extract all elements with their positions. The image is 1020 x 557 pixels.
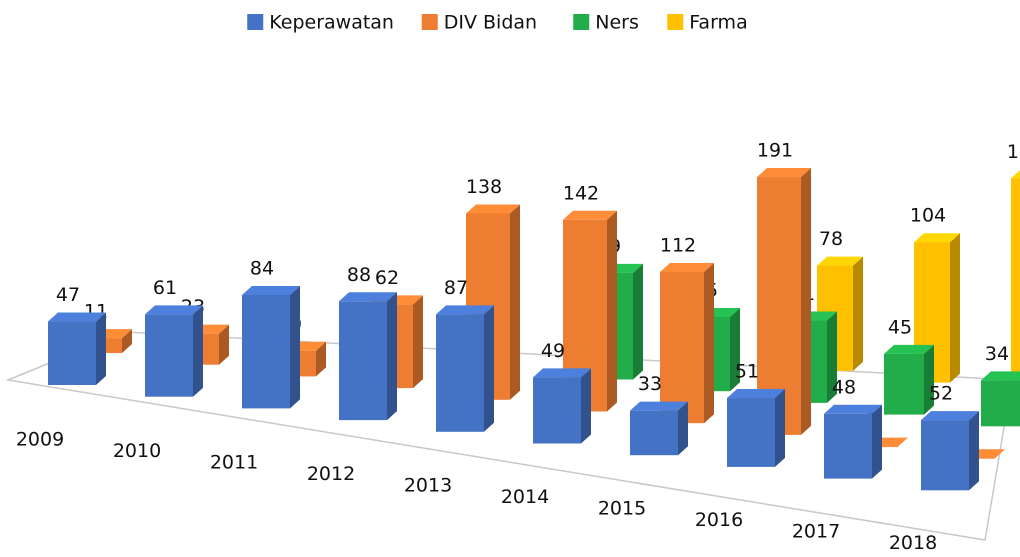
legend-label: Keperawatan xyxy=(269,12,394,34)
bar-side xyxy=(122,329,132,353)
bar-side xyxy=(950,233,960,383)
value-label: 87 xyxy=(444,277,468,299)
legend-swatch xyxy=(421,14,438,30)
value-label: 78 xyxy=(819,228,843,250)
bar-top xyxy=(242,286,300,295)
bar xyxy=(533,377,581,444)
value-label: 112 xyxy=(660,235,696,257)
bar-top xyxy=(466,204,520,214)
bar-side xyxy=(969,411,979,491)
bar-top xyxy=(1011,170,1020,179)
value-label: 62 xyxy=(375,267,399,289)
legend-label: Farma xyxy=(689,12,747,34)
value-label: 51 xyxy=(735,361,759,383)
value-label: 33 xyxy=(638,373,662,395)
bar-side xyxy=(704,263,714,424)
bar xyxy=(727,398,775,467)
bar-top xyxy=(824,404,882,414)
bar xyxy=(48,321,96,385)
value-label: 49 xyxy=(541,340,565,362)
x-tick-label: 2009 xyxy=(16,429,64,451)
bar-top xyxy=(48,312,106,322)
legend-swatch xyxy=(247,14,264,30)
value-label: 45 xyxy=(888,316,912,338)
value-label: 84 xyxy=(250,258,274,280)
bar-side xyxy=(924,344,934,415)
bar-side xyxy=(413,295,423,389)
value-label: 47 xyxy=(56,284,80,306)
legend-swatch xyxy=(573,14,590,30)
bar-side xyxy=(316,341,326,377)
value-label: 34 xyxy=(985,343,1009,365)
x-tick-label: 2011 xyxy=(210,452,258,474)
x-tick-label: 2015 xyxy=(598,498,646,520)
bar-side xyxy=(193,305,203,397)
bar xyxy=(884,353,924,415)
bar-top xyxy=(563,210,617,220)
bar-top xyxy=(757,168,811,178)
bar xyxy=(339,301,387,421)
legend-swatch xyxy=(667,14,684,30)
bar-top xyxy=(660,263,714,272)
bar-side xyxy=(827,311,837,403)
bar-side xyxy=(581,368,591,444)
value-label: 88 xyxy=(347,264,371,286)
bar-top xyxy=(727,389,785,399)
value-label: 61 xyxy=(153,277,177,299)
bar xyxy=(660,272,704,424)
bar xyxy=(981,380,1020,427)
bar-top xyxy=(436,305,494,315)
bar-side xyxy=(387,292,397,421)
x-tick-label: 2012 xyxy=(307,463,355,485)
bar xyxy=(824,413,872,479)
bar xyxy=(242,295,290,409)
bar-side xyxy=(290,286,300,409)
bar-side xyxy=(801,168,811,435)
bar-side xyxy=(484,305,494,432)
x-tick-label: 2017 xyxy=(792,521,840,543)
bar xyxy=(921,420,969,491)
bar-side xyxy=(96,312,106,385)
x-tick-label: 2016 xyxy=(695,509,743,531)
x-tick-label: 2014 xyxy=(501,486,549,508)
bar-top xyxy=(981,371,1020,381)
bar-top xyxy=(339,292,397,302)
bar-top xyxy=(630,401,688,411)
bar-side xyxy=(853,256,863,371)
value-label: 142 xyxy=(563,182,599,204)
x-tick-label: 2010 xyxy=(113,440,161,462)
bar-top xyxy=(817,256,863,266)
bar-side xyxy=(607,210,617,412)
bar-side xyxy=(775,389,785,467)
value-label: 160 xyxy=(1007,141,1020,163)
x-tick-label: 2013 xyxy=(404,475,452,497)
value-label: 52 xyxy=(929,383,953,405)
bar-side xyxy=(510,204,520,400)
legend-label: DIV Bidan xyxy=(444,12,537,34)
bar-side xyxy=(678,401,688,456)
bar xyxy=(145,314,193,397)
bar-side xyxy=(633,263,643,380)
bar-side xyxy=(872,404,882,479)
x-tick-label: 2018 xyxy=(889,532,937,554)
bar-side xyxy=(730,307,740,392)
bar-top xyxy=(914,233,960,243)
bar-top xyxy=(145,305,203,315)
bar xyxy=(630,410,678,456)
value-label: 138 xyxy=(466,176,502,198)
bar-top xyxy=(884,344,934,354)
bar-top xyxy=(533,368,591,378)
bar-top xyxy=(921,411,979,421)
bar xyxy=(436,314,484,432)
value-label: 104 xyxy=(910,205,946,227)
value-label: 48 xyxy=(832,376,856,398)
legend-label: Ners xyxy=(595,12,639,34)
bar xyxy=(1011,178,1020,395)
bar-side xyxy=(219,324,229,365)
value-label: 191 xyxy=(757,140,793,162)
